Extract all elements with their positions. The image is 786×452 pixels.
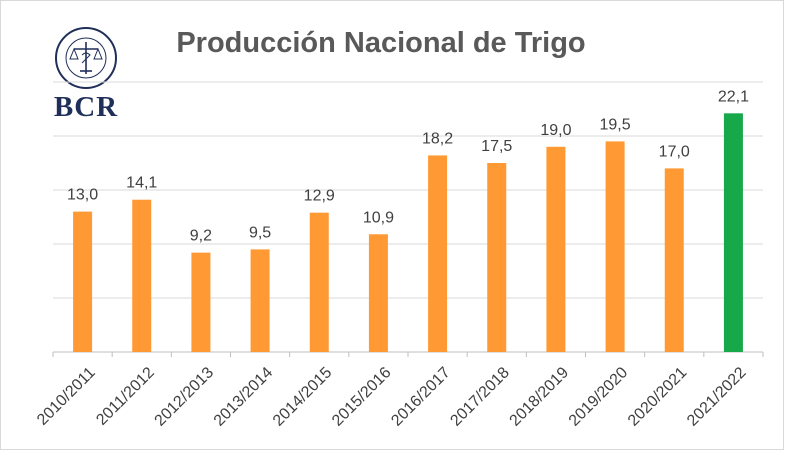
bar-2012-2013: [191, 252, 211, 352]
data-label: 17,5: [481, 138, 512, 155]
bar-2015-2016: [368, 234, 388, 352]
x-tick-label: 2012/2013: [152, 364, 218, 430]
x-tick-label: 2019/2020: [566, 364, 632, 430]
x-tick-label: 2014/2015: [270, 364, 336, 430]
x-tick-label: 2021/2022: [684, 364, 750, 430]
data-label: 13,0: [67, 187, 98, 204]
bars: [73, 113, 743, 352]
x-tick-label: 2015/2016: [329, 364, 395, 430]
x-tick-label: 2020/2021: [625, 364, 691, 430]
data-label: 22,1: [718, 88, 749, 105]
x-tick-label: 2013/2014: [211, 364, 277, 430]
x-tick-labels: 2010/20112011/20122012/20132013/20142014…: [34, 364, 750, 430]
data-label: 10,9: [363, 209, 394, 226]
bar-2018-2019: [546, 146, 566, 352]
x-tick-label: 2018/2019: [507, 364, 573, 430]
x-tick-label: 2010/2011: [34, 364, 99, 429]
data-labels: 13,0 14,1 9,2 9,5 12,9 10,9 18,2 17,5 19,0 19,5 17…: [67, 88, 749, 244]
x-tick-label: 2016/2017: [388, 364, 454, 430]
data-label: 17,0: [659, 143, 690, 160]
bar-2021-2022: [723, 113, 743, 352]
chart-title: Producción Nacional de Trigo: [176, 27, 586, 59]
gridlines: [52, 81, 764, 357]
data-label: 14,1: [126, 175, 157, 192]
bar-2020-2021: [664, 168, 684, 352]
x-tick-label: 2011/2012: [93, 364, 158, 429]
seal-icon: [55, 27, 117, 89]
data-label: 9,5: [249, 224, 271, 241]
data-label: 12,9: [304, 188, 335, 205]
data-label: 19,5: [600, 116, 631, 133]
data-label: 18,2: [422, 130, 453, 147]
bar-2017-2018: [487, 163, 507, 352]
data-label: 9,2: [190, 228, 212, 245]
logo-text: BCR: [53, 91, 119, 123]
bar-2014-2015: [309, 212, 329, 352]
bar-2019-2020: [605, 141, 625, 352]
bcr-logo: BCR: [49, 25, 123, 123]
bar-2016-2017: [428, 155, 448, 352]
x-tick-label: 2017/2018: [447, 364, 513, 430]
bar-2013-2014: [250, 249, 270, 352]
bar-2010-2011: [73, 211, 93, 352]
bar-2011-2012: [132, 199, 152, 352]
data-label: 19,0: [540, 122, 571, 139]
